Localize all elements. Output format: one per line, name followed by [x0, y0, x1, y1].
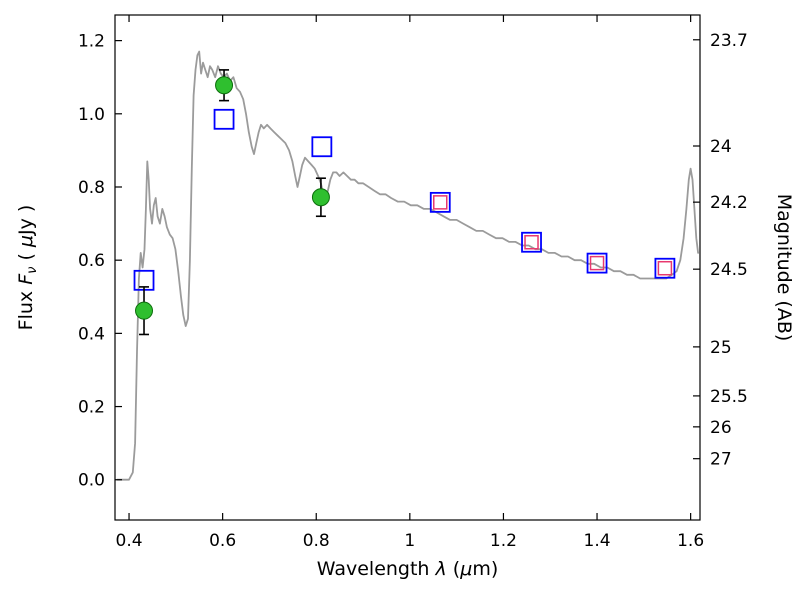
- observed-photometry-green-circles-marker: [311, 188, 330, 207]
- plot-frame: [114, 14, 701, 521]
- model-spectrum: [116, 50, 699, 481]
- y-right-tick-label: 24: [710, 137, 732, 157]
- y-left-tick-label: 0.0: [78, 471, 105, 491]
- y-right-tick-label: 24.2: [710, 193, 748, 213]
- model-photometry-blue-squares-marker: [654, 257, 676, 279]
- y-left-tick-label: 0.8: [78, 178, 105, 198]
- y-axis-label-left: Flux Fν ( μJy ): [15, 205, 40, 331]
- fit-photometry-red-squares-marker: [657, 260, 673, 276]
- y-left-tick-label: 0.2: [78, 398, 105, 418]
- model-photometry-blue-squares-marker: [213, 108, 235, 130]
- fit-photometry-red-squares-group: [433, 195, 673, 276]
- x-tick-label: 0.6: [209, 531, 236, 551]
- y-right-tick-label: 24.5: [710, 260, 748, 280]
- model-photometry-blue-squares-marker: [521, 231, 542, 253]
- x-tick-label: 1: [404, 531, 415, 551]
- y-left-tick-label: 0.4: [78, 324, 105, 344]
- fit-photometry-red-squares-marker: [524, 235, 539, 250]
- x-tick-label: 1.2: [490, 531, 517, 551]
- y-left-tick-label: 1.2: [78, 32, 105, 52]
- x-tick-label: 1.6: [677, 531, 704, 551]
- observed-photometry-green-circles-group: [135, 69, 330, 336]
- model-photometry-blue-squares-marker: [586, 252, 608, 274]
- y-right-tick-label: 27: [710, 450, 732, 470]
- y-axis-label-right: Magnitude (AB): [773, 194, 795, 342]
- x-axis-label: Wavelength λ (μm): [317, 558, 498, 580]
- y-left-tick-label: 0.6: [78, 251, 105, 271]
- x-tick-label: 0.8: [303, 531, 330, 551]
- x-tick-label: 0.4: [116, 531, 143, 551]
- fit-photometry-red-squares-marker: [589, 255, 605, 271]
- y-left-tick-label: 1.0: [78, 105, 105, 125]
- y-right-tick-label: 25.5: [710, 387, 748, 407]
- y-right-tick-label: 25: [710, 338, 732, 358]
- y-right-tick-label: 26: [710, 418, 732, 438]
- y-right-tick-label: 23.7: [710, 31, 748, 51]
- x-tick-label: 1.4: [584, 531, 611, 551]
- observed-photometry-green-circles-marker: [135, 301, 154, 320]
- model-photometry-blue-squares-marker: [311, 136, 333, 158]
- model-photometry-blue-squares-marker: [429, 191, 451, 213]
- fit-photometry-red-squares-marker: [433, 195, 448, 210]
- observed-photometry-green-circles-marker: [215, 76, 234, 95]
